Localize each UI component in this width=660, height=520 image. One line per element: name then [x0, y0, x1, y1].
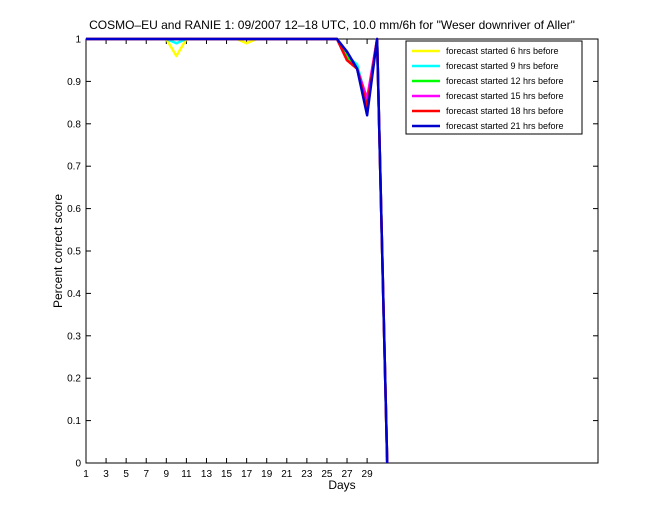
x-tick-label: 25 [321, 469, 333, 480]
x-tick-label: 1 [83, 469, 89, 480]
y-tick-label: 0.2 [67, 374, 81, 385]
x-tick-label: 13 [201, 469, 213, 480]
x-tick-label: 15 [221, 469, 233, 480]
y-axis-label: Percent correct score [51, 194, 65, 308]
chart-title: COSMO–EU and RANIE 1: 09/2007 12–18 UTC,… [89, 18, 575, 32]
legend-entry: forecast started 6 hrs before [446, 46, 559, 56]
y-tick-label: 0 [75, 459, 81, 470]
x-tick-label: 7 [143, 469, 149, 480]
axes-ticks: 1 3 5 7 9 11 13 15 17 19 21 23 25 27 2900.10.20.30.40.… [67, 35, 598, 480]
y-tick-label: 1 [75, 35, 81, 46]
x-tick-label: 29 [362, 469, 374, 480]
legend-entry: forecast started 21 hrs before [446, 121, 564, 131]
y-tick-label: 0.3 [67, 331, 81, 342]
x-tick-label: 27 [341, 469, 353, 480]
x-tick-label: 3 [103, 469, 109, 480]
y-tick-label: 0.4 [67, 289, 81, 300]
x-tick-label: 9 [164, 469, 170, 480]
legend-box [405, 40, 583, 135]
x-tick-label: 17 [241, 469, 253, 480]
x-axis-label: Days [328, 478, 355, 492]
y-tick-label: 0.1 [67, 416, 81, 427]
y-tick-label: 0.8 [67, 119, 81, 130]
legend-entry: forecast started 12 hrs before [446, 76, 564, 86]
legend: forecast started 6 hrs before forecast st… [405, 40, 583, 135]
legend-entry: forecast started 9 hrs before [446, 61, 559, 71]
legend-entry: forecast started 15 hrs before [446, 91, 564, 101]
x-tick-label: 11 [181, 469, 192, 480]
x-tick-label: 19 [261, 469, 273, 480]
y-tick-label: 0.6 [67, 204, 81, 215]
y-tick-label: 0.9 [67, 77, 81, 88]
series-lines [86, 37, 389, 464]
y-tick-label: 0.7 [67, 162, 81, 173]
y-tick-label: 0.5 [67, 247, 81, 258]
x-tick-label: 23 [301, 469, 313, 480]
series-line [86, 37, 389, 464]
x-tick-label: 21 [281, 469, 293, 480]
x-tick-label: 5 [123, 469, 129, 480]
legend-entry: forecast started 18 hrs before [446, 106, 564, 116]
